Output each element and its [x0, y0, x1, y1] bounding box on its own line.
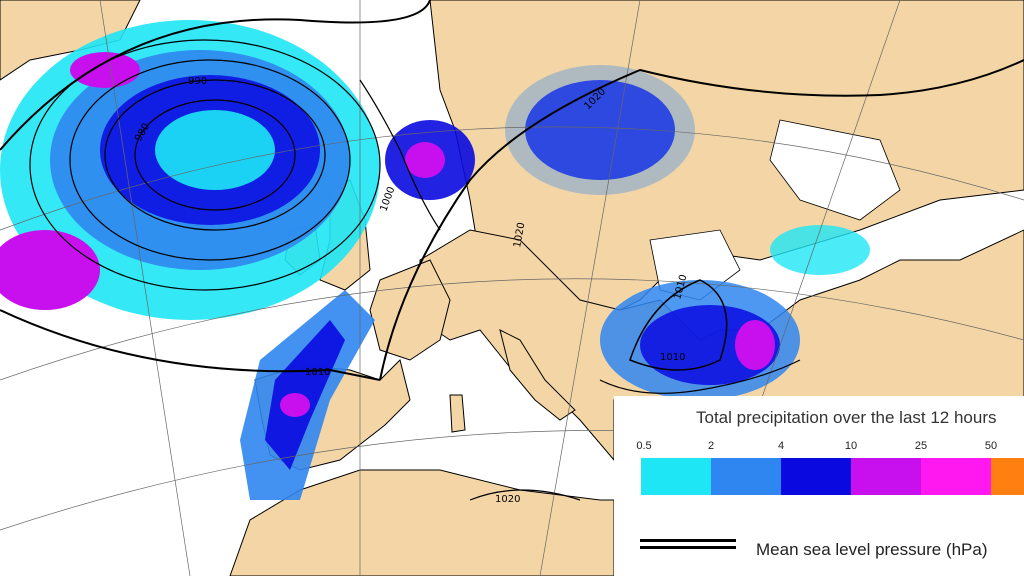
isobar-label: 1020	[512, 222, 527, 249]
legend-colorbar	[641, 458, 1024, 495]
precip-atlantic-west	[0, 230, 100, 310]
legend-swatch	[641, 458, 711, 495]
isobar-line	[599, 359, 801, 394]
pressure-legend-label: Mean sea level pressure (hPa)	[756, 540, 988, 559]
legend-tick: 0.5	[636, 440, 652, 452]
isobar-line	[469, 489, 581, 501]
meridian-line	[99, 0, 191, 576]
isobar-line	[629, 279, 728, 371]
isobars	[0, 0, 1024, 501]
parallel-line	[0, 278, 1024, 381]
isobar-line	[104, 79, 326, 231]
isobar-label: 1020	[495, 494, 520, 505]
isobar-label: 1010	[660, 352, 685, 363]
land-sardinia	[449, 394, 466, 433]
isobar-line	[69, 59, 351, 261]
legend-tick: 50	[984, 440, 998, 452]
isobar-line	[379, 59, 1024, 381]
isobar-line	[134, 99, 296, 211]
parallel-line	[0, 126, 1024, 231]
precip-norway-peak	[405, 142, 445, 178]
precip-turkey	[770, 225, 870, 275]
legend-swatch	[711, 458, 781, 495]
legend-tick: 4	[777, 440, 785, 452]
precip-atlantic-north	[70, 52, 140, 88]
legend-swatch	[991, 458, 1024, 495]
isobar-label: 990	[188, 76, 207, 87]
legend-swatch	[851, 458, 921, 495]
precip-iberia-core	[265, 320, 345, 470]
isobar-label: 1010	[305, 367, 330, 378]
map-legend: Total precipitation over the last 12 hou…	[614, 396, 1024, 576]
pressure-line-sample	[640, 539, 736, 549]
legend-ticks: 0.5 2 4 10 25 50	[614, 440, 1024, 456]
precipitation	[0, 20, 870, 500]
precip-baltic-edge	[505, 65, 695, 195]
legend-swatch	[921, 458, 991, 495]
precip-atlantic-core	[155, 110, 275, 190]
legend-tick: 10	[844, 440, 858, 452]
isobar-line	[29, 39, 381, 291]
land-italy	[499, 329, 576, 421]
isobar-line	[359, 79, 441, 231]
isobar-line	[0, 0, 431, 151]
snow-area-east	[769, 119, 901, 221]
precip-iberia-peak	[280, 393, 310, 417]
legend-tick: 2	[707, 440, 715, 452]
legend-title: Total precipitation over the last 12 hou…	[696, 408, 997, 427]
meridian-line	[539, 0, 641, 576]
precip-baltic	[525, 80, 675, 180]
precip-greece-peak	[735, 320, 775, 370]
legend-swatch	[781, 458, 851, 495]
legend-tick: 25	[914, 440, 928, 452]
isobar-line	[0, 309, 381, 381]
